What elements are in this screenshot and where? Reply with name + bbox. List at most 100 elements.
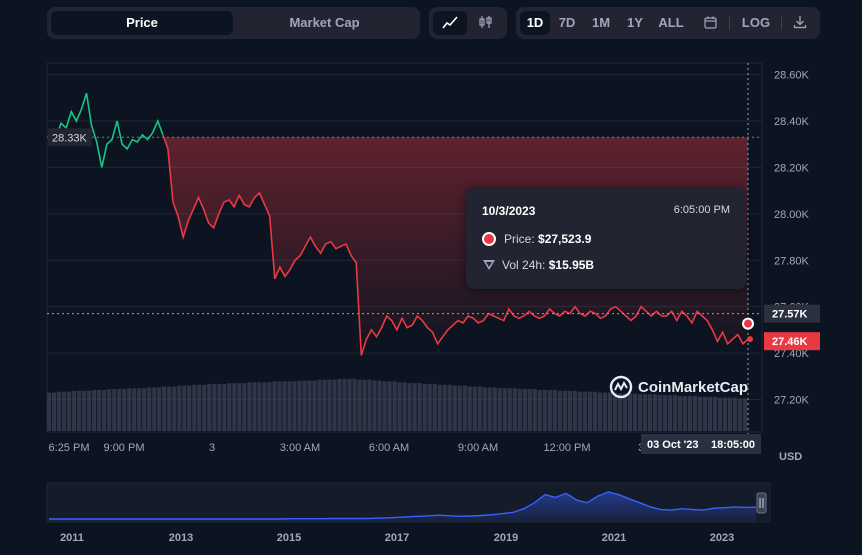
volume-bar	[537, 389, 542, 431]
volume-bar	[452, 385, 457, 431]
range-all-button[interactable]: ALL	[658, 15, 684, 30]
volume-bar	[187, 385, 192, 431]
volume-bar	[262, 382, 267, 431]
volume-bar	[322, 379, 327, 431]
volume-bar	[577, 391, 582, 431]
volume-bar	[422, 383, 427, 431]
volume-bar	[567, 390, 572, 431]
volume-bar	[252, 382, 257, 431]
candlestick-chart-button[interactable]	[469, 11, 503, 35]
volume-bar	[587, 391, 592, 431]
volume-bar	[152, 387, 157, 431]
volume-bar	[287, 381, 292, 431]
y-tick-label: 27.20K	[774, 395, 810, 407]
tooltip-price-row: Price: $27,523.9	[482, 232, 591, 246]
volume-bar	[272, 381, 277, 431]
volume-bar	[172, 386, 177, 431]
volume-bar	[682, 395, 688, 431]
volume-bar	[47, 392, 52, 431]
volume-bar	[582, 391, 587, 431]
volume-bar	[337, 378, 342, 431]
volume-bar	[207, 383, 212, 431]
volume-bar	[307, 380, 312, 431]
x-tick-label: 9:00 PM	[104, 442, 145, 454]
volume-bar	[477, 386, 482, 431]
volume-bar	[367, 379, 372, 431]
log-scale-button[interactable]: LOG	[741, 15, 771, 30]
market-cap-tab[interactable]: Market Cap	[289, 15, 360, 30]
volume-bar	[602, 392, 607, 431]
volume-icon	[483, 260, 495, 270]
volume-bar	[532, 389, 537, 431]
baseline-label: 28.33K	[52, 132, 88, 144]
crosshair-price-box	[764, 304, 820, 323]
coinmarketcap-logo-icon	[609, 375, 633, 399]
tooltip-time: 6:05:00 PM	[673, 204, 730, 216]
volume-bar	[672, 395, 678, 431]
download-button[interactable]	[786, 11, 814, 35]
volume-bar	[592, 391, 597, 431]
x-tick-label: 9:00 AM	[458, 442, 498, 454]
volume-bar	[292, 381, 297, 431]
y-tick-label: 28.40K	[774, 116, 810, 128]
hover-time-label: 18:05:00	[711, 439, 755, 451]
volume-bar	[67, 391, 72, 431]
crosshair-price-label: 27.57K	[772, 309, 808, 321]
coinmarketcap-watermark: CoinMarketCap	[609, 375, 748, 399]
range-1y-button[interactable]: 1Y	[627, 15, 643, 30]
brand-name: CoinMarketCap	[638, 378, 749, 396]
volume-bar	[657, 395, 663, 431]
chart-style-toggle	[429, 7, 507, 39]
navigator-handle[interactable]	[756, 492, 767, 514]
volume-bar	[642, 394, 648, 431]
date-range-button[interactable]	[696, 11, 724, 35]
plot-frame	[46, 62, 763, 433]
navigator-area	[49, 492, 756, 522]
hover-date-box	[641, 434, 761, 454]
volume-bar	[392, 381, 397, 431]
volume-bar	[487, 387, 492, 431]
volume-bar	[407, 383, 412, 431]
volume-bar	[697, 396, 703, 431]
volume-bar	[212, 383, 217, 431]
volume-bar	[632, 393, 638, 431]
volume-bar	[572, 390, 577, 431]
volume-bar	[447, 384, 452, 431]
volume-bar	[257, 382, 262, 431]
volume-bar	[77, 390, 82, 431]
chart-type-toggle: Price Market Cap	[47, 7, 420, 39]
line-chart-button[interactable]	[433, 11, 467, 35]
y-tick-label: 28.00K	[774, 209, 810, 221]
volume-bar	[332, 379, 337, 431]
range-1m-button[interactable]: 1M	[591, 15, 611, 30]
volume-bar	[302, 380, 307, 431]
volume-bar	[222, 383, 227, 431]
volume-bar	[347, 378, 352, 431]
volume-bar	[402, 382, 407, 431]
volume-bar	[92, 389, 97, 431]
range-1d-button[interactable]: 1D	[520, 11, 550, 35]
tooltip-volume-row: Vol 24h: $15.95B	[482, 258, 594, 272]
volume-bar	[507, 388, 512, 431]
volume-bar	[157, 387, 162, 431]
range-7d-button[interactable]: 7D	[558, 15, 576, 30]
volume-bar	[382, 381, 387, 431]
volume-bar	[227, 383, 232, 431]
y-tick-label: 28.20K	[774, 162, 810, 174]
volume-bar	[442, 384, 447, 431]
volume-bar	[357, 379, 362, 431]
volume-bar	[217, 383, 222, 431]
volume-bar	[97, 389, 102, 431]
volume-bar	[412, 383, 417, 431]
volume-bar	[112, 389, 117, 431]
price-tab[interactable]: Price	[51, 11, 233, 35]
navigator-year-label: 2013	[169, 532, 193, 544]
price-dot-icon	[482, 232, 496, 246]
x-tick-label: 3:00 AM	[280, 442, 320, 454]
volume-bar	[342, 378, 347, 431]
navigator-year-label: 2011	[60, 532, 84, 544]
tooltip-price-value: $27,523.9	[538, 232, 592, 246]
volume-bar	[162, 386, 167, 431]
volume-bar	[542, 389, 547, 431]
